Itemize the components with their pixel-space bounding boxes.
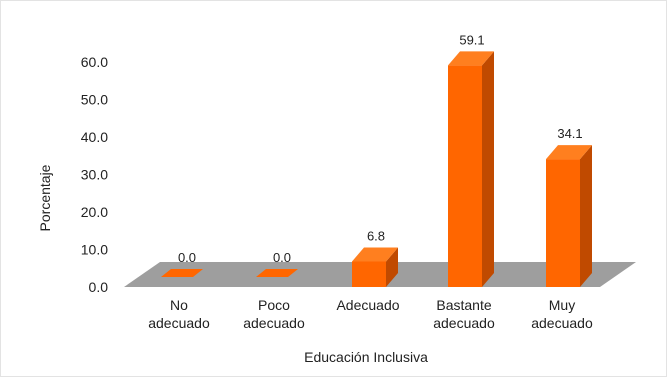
bar xyxy=(161,269,203,277)
x-category-label: Poco adecuado xyxy=(243,297,305,331)
x-category-label: Adecuado xyxy=(336,297,399,313)
bar-side-face xyxy=(386,247,398,287)
data-label: 59.1 xyxy=(459,32,484,47)
bar xyxy=(352,247,398,287)
bar-front-face xyxy=(448,65,482,287)
y-tick-label: 40.0 xyxy=(81,129,108,145)
y-tick-label: 60.0 xyxy=(81,54,108,70)
y-tick-label: 50.0 xyxy=(81,92,108,108)
bar-side-face xyxy=(580,145,592,287)
bar-front-face xyxy=(546,159,580,287)
bar xyxy=(546,145,592,287)
bar-top-face xyxy=(546,145,592,160)
data-label: 34.1 xyxy=(557,126,582,141)
bar-front-face xyxy=(352,261,386,287)
bar-zero-face xyxy=(256,269,298,277)
y-axis-title: Porcentaje xyxy=(37,164,53,231)
bar-top-face xyxy=(448,51,494,66)
y-tick-label: 30.0 xyxy=(81,167,108,183)
bar-top-face xyxy=(352,247,398,262)
y-tick-label: 0.0 xyxy=(89,279,109,295)
x-category-label: Bastante adecuado xyxy=(433,297,495,331)
x-category-label: No adecuado xyxy=(148,297,210,331)
y-tick-label: 20.0 xyxy=(81,204,108,220)
y-tick-label: 10.0 xyxy=(81,242,108,258)
data-label: 0.0 xyxy=(178,250,196,265)
bar xyxy=(448,51,494,287)
bar-zero-face xyxy=(161,269,203,277)
data-label: 6.8 xyxy=(367,229,385,244)
bar xyxy=(256,269,298,277)
data-label: 0.0 xyxy=(273,250,291,265)
bar-side-face xyxy=(482,51,494,287)
x-axis-title: Educación Inclusiva xyxy=(304,349,428,365)
x-category-label: Muy adecuado xyxy=(531,297,593,331)
